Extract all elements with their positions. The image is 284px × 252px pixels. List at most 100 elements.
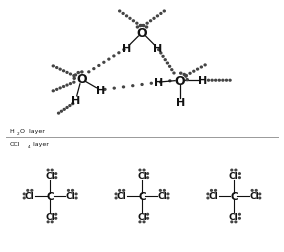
Circle shape xyxy=(136,23,138,25)
Circle shape xyxy=(183,74,185,76)
Circle shape xyxy=(169,66,171,68)
Circle shape xyxy=(164,59,166,61)
Circle shape xyxy=(59,69,61,71)
Circle shape xyxy=(160,53,162,55)
Circle shape xyxy=(73,82,75,84)
Text: Cl: Cl xyxy=(66,192,75,201)
Circle shape xyxy=(73,75,75,77)
Circle shape xyxy=(132,85,134,87)
Text: O: O xyxy=(76,73,87,86)
Circle shape xyxy=(186,79,188,81)
Circle shape xyxy=(162,56,164,58)
Circle shape xyxy=(72,103,74,105)
Circle shape xyxy=(164,190,165,192)
Circle shape xyxy=(81,72,83,74)
Circle shape xyxy=(62,71,64,72)
Circle shape xyxy=(180,73,182,75)
Circle shape xyxy=(58,113,60,115)
Text: C: C xyxy=(138,191,146,201)
Text: H: H xyxy=(153,44,162,54)
Circle shape xyxy=(158,50,160,51)
Circle shape xyxy=(225,80,227,82)
Circle shape xyxy=(259,197,261,199)
Circle shape xyxy=(147,218,149,219)
Circle shape xyxy=(69,105,71,107)
Text: 2: 2 xyxy=(16,131,19,135)
Circle shape xyxy=(150,21,152,22)
Circle shape xyxy=(126,16,128,18)
Circle shape xyxy=(143,170,145,171)
Circle shape xyxy=(211,80,213,82)
Circle shape xyxy=(77,72,79,74)
Circle shape xyxy=(145,27,148,29)
Text: H: H xyxy=(198,76,207,86)
Circle shape xyxy=(70,74,72,76)
Circle shape xyxy=(115,197,117,199)
Text: H: H xyxy=(176,98,185,108)
Circle shape xyxy=(55,173,57,175)
Circle shape xyxy=(143,26,145,27)
Circle shape xyxy=(55,218,57,219)
Circle shape xyxy=(215,80,217,82)
Circle shape xyxy=(166,63,168,65)
Circle shape xyxy=(56,89,58,91)
Text: H: H xyxy=(71,96,80,106)
Circle shape xyxy=(23,193,25,195)
Circle shape xyxy=(132,21,134,22)
Circle shape xyxy=(147,173,149,175)
Text: layer: layer xyxy=(31,142,49,147)
Circle shape xyxy=(123,190,125,192)
Text: C: C xyxy=(230,191,238,201)
Circle shape xyxy=(167,197,169,199)
Circle shape xyxy=(185,76,187,78)
Circle shape xyxy=(123,49,125,51)
Circle shape xyxy=(47,170,49,171)
Circle shape xyxy=(207,197,209,199)
Text: H: H xyxy=(96,86,105,96)
Text: Cl: Cl xyxy=(45,212,55,221)
Circle shape xyxy=(143,221,145,223)
Circle shape xyxy=(52,66,54,68)
Text: O: O xyxy=(175,74,185,87)
Circle shape xyxy=(173,73,175,75)
Circle shape xyxy=(185,75,187,77)
Text: 4: 4 xyxy=(28,145,30,149)
Text: Cl: Cl xyxy=(117,192,127,201)
Circle shape xyxy=(204,65,206,67)
Text: Cl: Cl xyxy=(229,171,239,180)
Text: Cl: Cl xyxy=(209,192,218,201)
Circle shape xyxy=(139,221,141,223)
Text: Cl: Cl xyxy=(137,171,147,180)
Text: O  layer: O layer xyxy=(20,129,45,134)
Circle shape xyxy=(63,109,65,111)
Circle shape xyxy=(169,81,171,82)
Circle shape xyxy=(159,190,161,192)
Circle shape xyxy=(72,190,74,192)
Circle shape xyxy=(66,72,68,74)
Circle shape xyxy=(207,193,209,195)
Circle shape xyxy=(141,84,143,86)
Circle shape xyxy=(70,83,72,85)
Circle shape xyxy=(210,190,212,192)
Circle shape xyxy=(239,214,240,215)
Circle shape xyxy=(52,90,54,92)
Circle shape xyxy=(239,218,240,219)
Circle shape xyxy=(235,170,237,171)
Circle shape xyxy=(189,73,191,75)
Circle shape xyxy=(167,193,169,195)
Circle shape xyxy=(119,190,120,192)
Circle shape xyxy=(47,221,49,223)
Circle shape xyxy=(163,11,165,13)
Text: CCl: CCl xyxy=(9,142,20,147)
Circle shape xyxy=(251,190,253,192)
Circle shape xyxy=(153,18,155,20)
Circle shape xyxy=(122,87,124,88)
Circle shape xyxy=(66,85,68,87)
Circle shape xyxy=(55,177,57,179)
Circle shape xyxy=(231,170,233,171)
Text: Cl: Cl xyxy=(25,192,35,201)
Circle shape xyxy=(139,26,141,27)
Circle shape xyxy=(88,72,90,73)
Text: H: H xyxy=(9,129,14,134)
Circle shape xyxy=(255,190,257,192)
